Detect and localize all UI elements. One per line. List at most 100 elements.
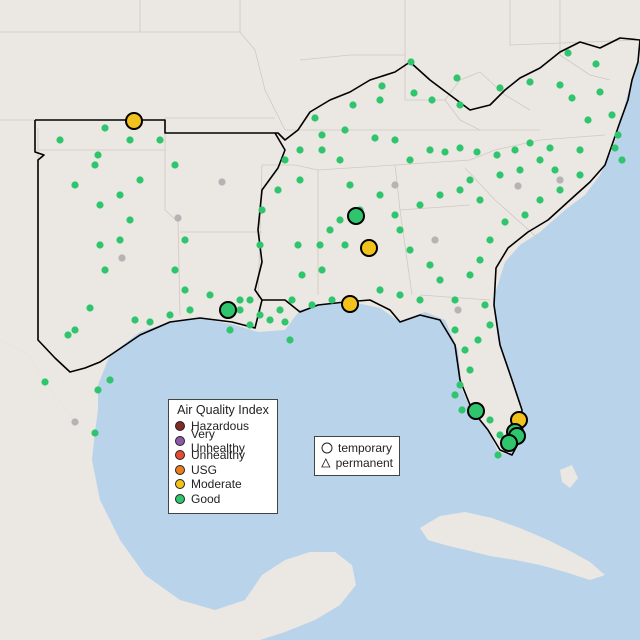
sensor-marker[interactable] bbox=[56, 136, 64, 144]
sensor-marker[interactable] bbox=[426, 146, 434, 154]
sensor-marker[interactable] bbox=[592, 60, 600, 68]
sensor-marker[interactable] bbox=[266, 316, 274, 324]
sensor-marker[interactable] bbox=[511, 146, 519, 154]
sensor-marker[interactable] bbox=[456, 381, 464, 389]
sensor-marker[interactable] bbox=[71, 181, 79, 189]
sensor-marker[interactable] bbox=[466, 366, 474, 374]
sensor-marker[interactable] bbox=[564, 49, 572, 57]
sensor-marker[interactable] bbox=[94, 151, 102, 159]
sensor-marker[interactable] bbox=[371, 134, 379, 142]
sensor-marker[interactable] bbox=[281, 318, 289, 326]
sensor-marker[interactable] bbox=[336, 156, 344, 164]
large-sensor-marker[interactable] bbox=[360, 239, 378, 257]
large-sensor-marker[interactable] bbox=[347, 207, 365, 225]
sensor-marker[interactable] bbox=[451, 391, 459, 399]
sensor-marker[interactable] bbox=[407, 58, 415, 66]
sensor-marker[interactable] bbox=[546, 144, 554, 152]
sensor-marker[interactable] bbox=[294, 241, 302, 249]
sensor-marker[interactable] bbox=[226, 326, 234, 334]
sensor-marker[interactable] bbox=[349, 101, 357, 109]
sensor-marker[interactable] bbox=[551, 166, 559, 174]
sensor-marker[interactable] bbox=[274, 186, 282, 194]
sensor-marker[interactable] bbox=[376, 191, 384, 199]
sensor-marker[interactable] bbox=[391, 136, 399, 144]
sensor-marker[interactable] bbox=[298, 271, 306, 279]
sensor-marker[interactable] bbox=[536, 196, 544, 204]
sensor-marker[interactable] bbox=[494, 451, 502, 459]
sensor-marker-offline[interactable] bbox=[118, 254, 126, 262]
sensor-marker[interactable] bbox=[171, 266, 179, 274]
sensor-marker[interactable] bbox=[426, 261, 434, 269]
sensor-marker[interactable] bbox=[556, 186, 564, 194]
sensor-marker[interactable] bbox=[136, 176, 144, 184]
sensor-marker[interactable] bbox=[406, 156, 414, 164]
sensor-marker[interactable] bbox=[286, 336, 294, 344]
sensor-marker[interactable] bbox=[94, 386, 102, 394]
sensor-marker[interactable] bbox=[476, 256, 484, 264]
sensor-marker[interactable] bbox=[391, 211, 399, 219]
sensor-marker-offline[interactable] bbox=[174, 214, 182, 222]
sensor-marker[interactable] bbox=[126, 216, 134, 224]
sensor-marker[interactable] bbox=[376, 286, 384, 294]
sensor-marker[interactable] bbox=[41, 378, 49, 386]
sensor-marker[interactable] bbox=[171, 161, 179, 169]
sensor-marker[interactable] bbox=[486, 321, 494, 329]
sensor-marker[interactable] bbox=[493, 151, 501, 159]
sensor-marker[interactable] bbox=[501, 218, 509, 226]
sensor-marker[interactable] bbox=[256, 311, 264, 319]
sensor-marker[interactable] bbox=[410, 89, 418, 97]
sensor-marker[interactable] bbox=[246, 296, 254, 304]
sensor-marker[interactable] bbox=[441, 148, 449, 156]
large-sensor-marker[interactable] bbox=[467, 402, 485, 420]
sensor-marker[interactable] bbox=[256, 241, 264, 249]
sensor-marker-offline[interactable] bbox=[556, 176, 564, 184]
sensor-marker[interactable] bbox=[396, 226, 404, 234]
sensor-marker[interactable] bbox=[496, 171, 504, 179]
sensor-marker[interactable] bbox=[91, 161, 99, 169]
sensor-marker[interactable] bbox=[336, 216, 344, 224]
sensor-marker[interactable] bbox=[456, 144, 464, 152]
sensor-marker[interactable] bbox=[96, 241, 104, 249]
sensor-marker[interactable] bbox=[614, 131, 622, 139]
sensor-marker[interactable] bbox=[146, 318, 154, 326]
sensor-marker[interactable] bbox=[316, 241, 324, 249]
sensor-marker[interactable] bbox=[456, 101, 464, 109]
sensor-marker[interactable] bbox=[526, 139, 534, 147]
sensor-marker[interactable] bbox=[326, 226, 334, 234]
sensor-marker-offline[interactable] bbox=[218, 178, 226, 186]
sensor-marker[interactable] bbox=[106, 376, 114, 384]
large-sensor-marker[interactable] bbox=[219, 301, 237, 319]
sensor-marker[interactable] bbox=[584, 116, 592, 124]
sensor-marker[interactable] bbox=[608, 111, 616, 119]
sensor-marker[interactable] bbox=[246, 321, 254, 329]
sensor-marker[interactable] bbox=[556, 81, 564, 89]
sensor-marker[interactable] bbox=[466, 176, 474, 184]
large-sensor-marker[interactable] bbox=[341, 295, 359, 313]
sensor-marker[interactable] bbox=[236, 306, 244, 314]
sensor-marker[interactable] bbox=[473, 148, 481, 156]
sensor-marker[interactable] bbox=[453, 74, 461, 82]
sensor-marker[interactable] bbox=[166, 311, 174, 319]
large-sensor-marker[interactable] bbox=[500, 434, 518, 452]
sensor-marker[interactable] bbox=[378, 82, 386, 90]
sensor-marker[interactable] bbox=[101, 266, 109, 274]
sensor-marker[interactable] bbox=[206, 291, 214, 299]
sensor-marker[interactable] bbox=[181, 236, 189, 244]
sensor-marker[interactable] bbox=[486, 416, 494, 424]
sensor-marker-offline[interactable] bbox=[514, 182, 522, 190]
sensor-marker[interactable] bbox=[71, 326, 79, 334]
sensor-marker[interactable] bbox=[416, 296, 424, 304]
sensor-marker[interactable] bbox=[156, 136, 164, 144]
sensor-marker[interactable] bbox=[86, 304, 94, 312]
sensor-marker[interactable] bbox=[611, 144, 619, 152]
sensor-marker[interactable] bbox=[318, 131, 326, 139]
sensor-marker[interactable] bbox=[526, 78, 534, 86]
sensor-marker[interactable] bbox=[466, 271, 474, 279]
sensor-marker[interactable] bbox=[311, 114, 319, 122]
sensor-marker[interactable] bbox=[328, 296, 336, 304]
sensor-marker[interactable] bbox=[186, 306, 194, 314]
sensor-marker[interactable] bbox=[276, 306, 284, 314]
sensor-marker[interactable] bbox=[436, 191, 444, 199]
sensor-marker-offline[interactable] bbox=[391, 181, 399, 189]
